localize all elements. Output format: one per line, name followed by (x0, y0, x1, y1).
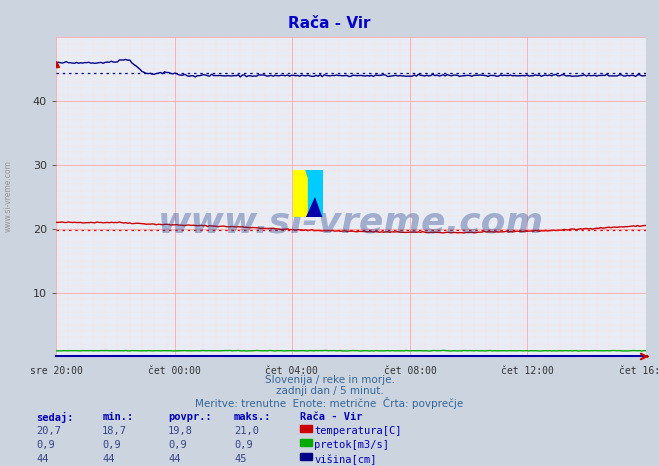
Text: 18,7: 18,7 (102, 426, 127, 436)
Text: 44: 44 (102, 454, 115, 464)
Text: čet 12:00: čet 12:00 (501, 366, 554, 376)
Text: sre 20:00: sre 20:00 (30, 366, 82, 376)
Text: čet 04:00: čet 04:00 (265, 366, 318, 376)
Text: 44: 44 (168, 454, 181, 464)
Text: povpr.:: povpr.: (168, 412, 212, 422)
Text: www.si-vreme.com: www.si-vreme.com (3, 160, 13, 232)
Text: 0,9: 0,9 (102, 440, 121, 450)
Text: Meritve: trenutne  Enote: metrične  Črta: povprečje: Meritve: trenutne Enote: metrične Črta: … (195, 397, 464, 409)
Text: 20,7: 20,7 (36, 426, 61, 436)
Text: Rača - Vir: Rača - Vir (300, 412, 362, 422)
Text: Rača - Vir: Rača - Vir (288, 16, 371, 31)
Text: pretok[m3/s]: pretok[m3/s] (314, 440, 389, 450)
Text: www.si-vreme.com: www.si-vreme.com (158, 206, 544, 240)
Bar (293, 170, 308, 217)
Text: zadnji dan / 5 minut.: zadnji dan / 5 minut. (275, 386, 384, 396)
Text: 0,9: 0,9 (36, 440, 55, 450)
Text: 44: 44 (36, 454, 49, 464)
Text: temperatura[C]: temperatura[C] (314, 426, 402, 436)
Text: čet 08:00: čet 08:00 (384, 366, 437, 376)
Text: čet 00:00: čet 00:00 (148, 366, 201, 376)
Text: sedaj:: sedaj: (36, 412, 74, 424)
Polygon shape (306, 179, 323, 217)
Text: 19,8: 19,8 (168, 426, 193, 436)
Text: 0,9: 0,9 (168, 440, 186, 450)
Text: 0,9: 0,9 (234, 440, 252, 450)
Text: višina[cm]: višina[cm] (314, 454, 377, 465)
Text: Slovenija / reke in morje.: Slovenija / reke in morje. (264, 375, 395, 385)
Bar (308, 170, 323, 217)
Text: min.:: min.: (102, 412, 133, 422)
Text: maks.:: maks.: (234, 412, 272, 422)
Text: 45: 45 (234, 454, 246, 464)
Polygon shape (306, 170, 323, 217)
Text: čet 16:00: čet 16:00 (619, 366, 659, 376)
Text: 21,0: 21,0 (234, 426, 259, 436)
